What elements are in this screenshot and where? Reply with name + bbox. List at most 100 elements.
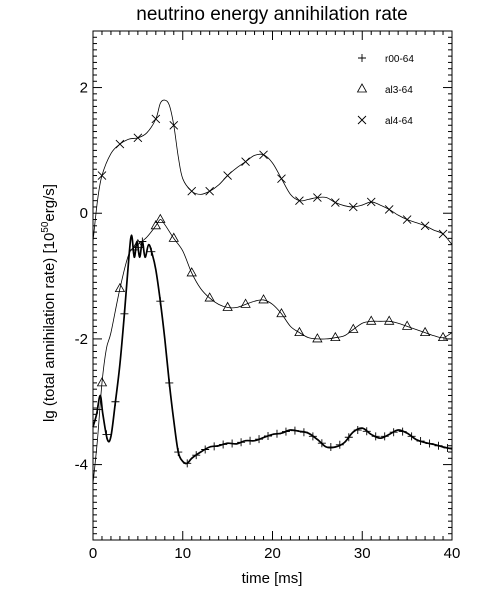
data-point-r00-64 (434, 441, 443, 450)
data-point-r00-64 (93, 405, 102, 414)
data-point-al3-64 (168, 232, 179, 242)
data-point-r00-64 (272, 429, 281, 438)
legend-label-r00-64: r00-64 (385, 54, 414, 65)
legend-marker-r00-64 (358, 54, 366, 62)
data-point-r00-64 (201, 445, 210, 454)
data-point-al3-64 (150, 219, 162, 230)
data-point-al4-64 (331, 198, 340, 207)
data-point-al4-64 (366, 197, 376, 207)
data-point-r00-64 (416, 437, 425, 446)
data-point-al4-64 (97, 171, 107, 180)
y-axis-label: lg (total annihilation rate) [1050erg/s] (40, 184, 58, 422)
chart-title: neutrino energy annihilation rate (136, 4, 407, 25)
data-point-r00-64 (192, 451, 201, 460)
x-tick-label: 30 (354, 545, 371, 562)
x-tick-label: 0 (89, 545, 97, 562)
data-point-al3-64 (294, 326, 305, 337)
data-point-r00-64 (344, 433, 353, 442)
y-tick-label: 0 (80, 205, 88, 222)
y-axis-label-exponent: 50 (40, 221, 51, 233)
data-point-al3-64 (132, 238, 144, 249)
data-point-al3-64 (204, 292, 215, 302)
series-line-al3-64 (92, 219, 453, 484)
data-point-al4-64 (169, 120, 179, 130)
data-point-r00-64 (290, 426, 299, 435)
x-tick-label: 40 (444, 545, 461, 562)
data-point-al3-64 (222, 301, 233, 311)
data-point-al3-64 (186, 267, 197, 277)
data-point-al4-64 (223, 171, 232, 180)
data-point-r00-64 (255, 435, 264, 444)
data-point-r00-64 (380, 432, 389, 441)
data-point-r00-64 (219, 440, 228, 449)
series-markers (93, 114, 452, 468)
data-point-r00-64 (246, 436, 255, 445)
data-point-r00-64 (165, 378, 174, 387)
y-axis-label-main: lg (total annihilation rate) [10 (41, 233, 58, 422)
data-point-al4-64 (438, 229, 448, 239)
data-point-al4-64 (313, 193, 322, 202)
data-point-r00-64 (111, 397, 120, 406)
data-point-r00-64 (371, 432, 380, 441)
data-point-r00-64 (326, 442, 335, 451)
data-point-r00-64 (264, 432, 273, 441)
x-axis-label: time [ms] (242, 570, 303, 587)
plot-frame (92, 30, 453, 541)
data-point-al4-64 (133, 133, 143, 143)
data-point-r00-64 (443, 443, 452, 452)
data-point-r00-64 (174, 448, 183, 457)
data-point-r00-64 (228, 439, 237, 448)
data-point-al3-64 (383, 315, 395, 325)
data-point-r00-64 (389, 428, 398, 437)
data-point-al4-64 (384, 205, 394, 214)
y-tick-label: -4 (75, 457, 88, 474)
x-tick-label: 10 (174, 545, 191, 562)
tick-labels: 0 10 20 30 40 -4 -2 0 2 (75, 80, 461, 562)
series-lines (92, 99, 453, 484)
data-point-al3-64 (366, 315, 377, 325)
legend-label-al4-64: al4-64 (385, 116, 413, 127)
data-point-r00-64 (237, 438, 246, 447)
data-point-r00-64 (138, 237, 147, 246)
y-axis-label-unit: erg/s] (41, 184, 58, 222)
data-point-al4-64 (277, 174, 286, 183)
y-tick-label: 2 (80, 80, 88, 97)
data-point-r00-64 (317, 439, 326, 448)
plot-border (92, 30, 453, 541)
data-point-r00-64 (210, 442, 219, 451)
data-point-al3-64 (240, 298, 251, 308)
data-point-al3-64 (155, 213, 166, 223)
data-point-al3-64 (330, 331, 341, 342)
data-point-al3-64 (276, 307, 287, 318)
legend: r00-64 al3-64 al4-64 (356, 54, 414, 127)
data-point-al4-64 (241, 157, 250, 167)
data-point-r00-64 (335, 440, 344, 449)
data-point-al3-64 (312, 333, 323, 343)
data-point-al3-64 (114, 282, 126, 293)
data-point-al4-64 (420, 221, 430, 231)
data-point-al3-64 (401, 320, 413, 330)
y-tick-label: -2 (75, 331, 88, 348)
data-point-r00-64 (353, 426, 362, 435)
data-point-r00-64 (156, 297, 165, 306)
legend-marker-al4-64 (357, 115, 367, 125)
data-point-al3-64 (437, 331, 449, 342)
series-line-r00-64 (92, 234, 453, 465)
data-point-al3-64 (96, 377, 108, 387)
series-line-al4-64 (92, 99, 453, 245)
data-point-al4-64 (402, 215, 412, 224)
data-point-r00-64 (147, 247, 156, 256)
legend-markers (356, 54, 368, 125)
data-point-r00-64 (407, 432, 416, 441)
legend-label-al3-64: al3-64 (385, 85, 413, 96)
data-point-al4-64 (187, 186, 197, 196)
data-point-al4-64 (295, 196, 304, 205)
data-point-al3-64 (419, 326, 431, 337)
data-point-r00-64 (308, 432, 317, 441)
data-point-r00-64 (120, 309, 129, 318)
data-point-al3-64 (348, 323, 359, 333)
data-point-r00-64 (362, 427, 371, 436)
data-point-al3-64 (258, 294, 269, 304)
data-point-al4-64 (115, 139, 125, 149)
data-point-al4-64 (259, 150, 268, 160)
